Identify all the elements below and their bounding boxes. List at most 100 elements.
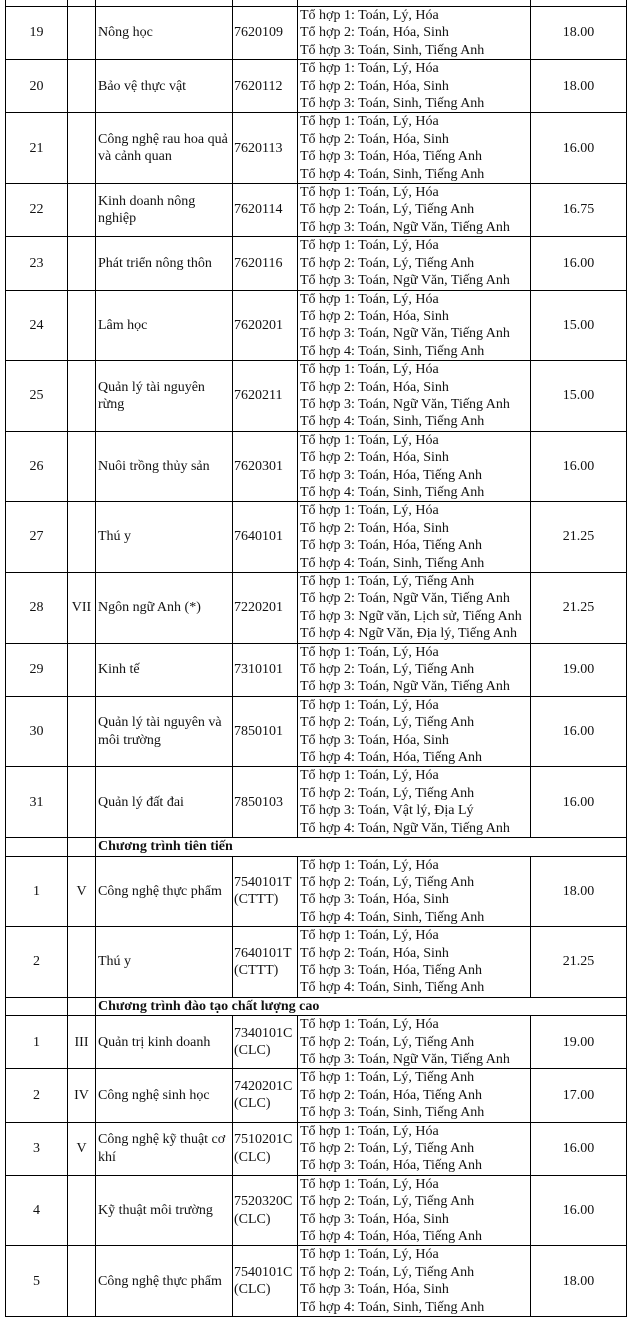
cell [67,642,96,697]
major-name: Thú y [95,501,233,573]
row-number: 23 [5,236,68,291]
combo-line: Tổ hợp 1: Toán, Lý, Hóa [300,697,439,713]
combo-line: Tổ hợp 4: Toán, Sinh, Tiếng Anh [300,166,485,182]
major-code: 7340101C (CLC) [232,1015,298,1070]
group-number: III [67,1015,96,1070]
subject-combos: Tổ hợp 1: Toán, Lý, Hóa Tổ hợp 2: Toán, L… [297,183,531,238]
major-code: 7620113 [232,112,298,185]
combo-line: Tổ hợp 1: Toán, Lý, Hóa [300,768,439,784]
cell [67,183,96,238]
cutoff-score: 16.75 [530,183,627,238]
row-number: 19 [5,5,68,61]
subject-combos: Tổ hợp 1: Toán, Lý, Hóa Tổ hợp 2: Toán, H… [297,112,531,185]
combo-line: Tổ hợp 2: Toán, Lý, Tiếng Anh [300,1194,475,1210]
row-number: 2 [5,1068,68,1123]
table-row: 25 Quản lý tài nguyên rừng 7620211 Tổ hợp 1… [5,360,627,432]
cell [67,5,96,61]
row-number: 25 [5,360,68,432]
subject-combos: Tổ hợp 1: Toán, Lý, Hóa Tổ hợp 2: Toán, H… [297,926,531,998]
cell [67,766,96,839]
admission-table: 19 Nông học 7620109 Tổ hợp 1: Toán, Lý, Hóa… [5,0,627,1317]
cutoff-score: 16.00 [530,112,627,185]
cell [5,996,68,1017]
combo-line: Tổ hợp 1: Toán, Lý, Hóa [300,1176,439,1192]
cell [67,501,96,573]
row-number: 28 [5,572,68,644]
cutoff-score: 18.00 [530,5,627,61]
combo-line: Tổ hợp 2: Toán, Hóa, Sinh [300,945,449,961]
combo-line: Tổ hợp 3: Toán, Ngữ Văn, Tiếng Anh [300,273,510,289]
subject-combos: Tổ hợp 1: Toán, Lý, Hóa Tổ hợp 2: Toán, L… [297,1174,531,1247]
combo-line: Tổ hợp 1: Toán, Lý, Hóa [300,1247,439,1263]
subject-combos: Tổ hợp 1: Toán, Lý, Hóa Tổ hợp 2: Toán, L… [297,236,531,291]
table-row: 30 Quản lý tài nguyên và môi trường 785010… [5,695,627,768]
table-row: 29 Kinh tế 7310101 Tổ hợp 1: Toán, Lý, Hóa T… [5,642,627,697]
combo-line: Tổ hợp 2: Toán, Lý, Tiếng Anh [300,1141,475,1156]
row-number: 22 [5,183,68,238]
group-number: V [67,1121,96,1176]
cutoff-score: 21.25 [530,501,627,573]
row-number: 4 [5,1174,68,1247]
table-row: 5 Công nghệ thực phẩm 7540101C (CLC) Tổ hợp… [5,1245,627,1317]
table-row: Chương trình tiên tiến [5,837,627,857]
combo-line: Tổ hợp 3: Toán, Ngữ Văn, Tiếng Anh [300,219,510,235]
major-code: 7420201C (CLC) [232,1068,298,1123]
major-name: Ngôn ngữ Anh (*) [95,572,233,644]
group-number: IV [67,1068,96,1123]
combo-line: Tổ hợp 3: Toán, Hóa, Tiếng Anh [300,1158,482,1174]
table-row: 20 Bảo vệ thực vật 7620112 Tổ hợp 1: Toán, … [5,59,627,114]
subject-combos: Tổ hợp 1: Toán, Lý, Hóa Tổ hợp 2: Toán, L… [297,1121,531,1176]
row-number: 1 [5,1015,68,1070]
combo-line: Tổ hợp 1: Toán, Lý, Hóa [300,857,439,873]
combo-line: Tổ hợp 4: Toán, Sinh, Tiếng Anh [300,980,485,996]
subject-combos: Tổ hợp 1: Toán, Lý, Hóa Tổ hợp 2: Toán, L… [297,1245,531,1317]
combo-line: Tổ hợp 2: Toán, Hóa, Sinh [300,379,449,395]
cutoff-score: 19.00 [530,1015,627,1070]
cell [67,430,96,503]
combo-line: Tổ hợp 4: Ngữ Văn, Địa lý, Tiếng Anh [300,626,517,642]
combo-line: Tổ hợp 4: Toán, Hóa, Tiếng Anh [300,750,482,766]
table-row: 3 V Công nghệ kỹ thuật cơ khí 7510201C (CLC… [5,1121,627,1176]
major-code: 7520320C (CLC) [232,1174,298,1247]
group-number: V [67,855,96,928]
combo-line: Tổ hợp 1: Toán, Lý, Hóa [300,291,439,307]
cell [67,236,96,291]
major-code: 7620109 [232,5,298,61]
cutoff-score: 16.00 [530,1121,627,1176]
subject-combos: Tổ hợp 1: Toán, Lý, Hóa Tổ hợp 2: Toán, H… [297,501,531,573]
cutoff-score: 18.00 [530,59,627,114]
combo-line: Tổ hợp 3: Toán, Ngữ Văn, Tiếng Anh [300,679,510,695]
combo-line: Tổ hợp 2: Toán, Ngữ Văn, Tiếng Anh [300,591,510,607]
table-row: 27 Thú y 7640101 Tổ hợp 1: Toán, Lý, Hóa Tổ … [5,501,627,573]
table-row: 31 Quản lý đất đai 7850103 Tổ hợp 1: Toán, … [5,766,627,839]
combo-line: Tổ hợp 3: Toán, Hóa, Sinh [300,1282,449,1298]
combo-line: Tổ hợp 3: Toán, Ngữ Văn, Tiếng Anh [300,1051,510,1067]
cell [67,1174,96,1247]
combo-line: Tổ hợp 3: Toán, Sinh, Tiếng Anh [300,1105,485,1121]
combo-line: Tổ hợp 2: Toán, Hóa, Sinh [300,308,449,324]
cutoff-score: 21.25 [530,926,627,998]
combo-line: Tổ hợp 3: Toán, Vật lý, Địa Lý [300,803,474,819]
major-name: Lâm học [95,289,233,362]
combo-line: Tổ hợp 2: Toán, Lý, Tiếng Anh [300,662,475,678]
row-number: 21 [5,112,68,185]
table-row: 24 Lâm học 7620201 Tổ hợp 1: Toán, Lý, Hóa T… [5,289,627,362]
combo-line: Tổ hợp 1: Toán, Lý, Hóa [300,503,439,519]
combo-line: Tổ hợp 4: Toán, Sinh, Tiếng Anh [300,484,485,500]
major-name: Quản lý đất đai [95,766,233,839]
major-name: Công nghệ sinh học [95,1068,233,1123]
combo-line: Tổ hợp 1: Toán, Lý, Hóa [300,928,439,944]
cutoff-score: 15.00 [530,289,627,362]
group-number: VII [67,572,96,644]
combo-line: Tổ hợp 2: Toán, Lý, Tiếng Anh [300,785,475,801]
subject-combos: Tổ hợp 1: Toán, Lý, Hóa Tổ hợp 2: Toán, L… [297,695,531,768]
combo-line: Tổ hợp 3: Toán, Hóa, Tiếng Anh [300,538,482,554]
combo-line: Tổ hợp 2: Toán, Lý, Tiếng Anh [300,1264,475,1280]
combo-line: Tổ hợp 1: Toán, Lý, Hóa [300,432,439,448]
major-name: Quản trị kinh doanh [95,1015,233,1070]
section-title: Chương trình đào tạo chất lượng cao [95,996,627,1017]
subject-combos: Tổ hợp 1: Toán, Lý, Hóa Tổ hợp 2: Toán, L… [297,642,531,697]
cutoff-score: 16.00 [530,695,627,768]
combo-line: Tổ hợp 4: Toán, Ngữ Văn, Tiếng Anh [300,820,510,836]
combo-line: Tổ hợp 2: Toán, Hóa, Sinh [300,25,449,41]
